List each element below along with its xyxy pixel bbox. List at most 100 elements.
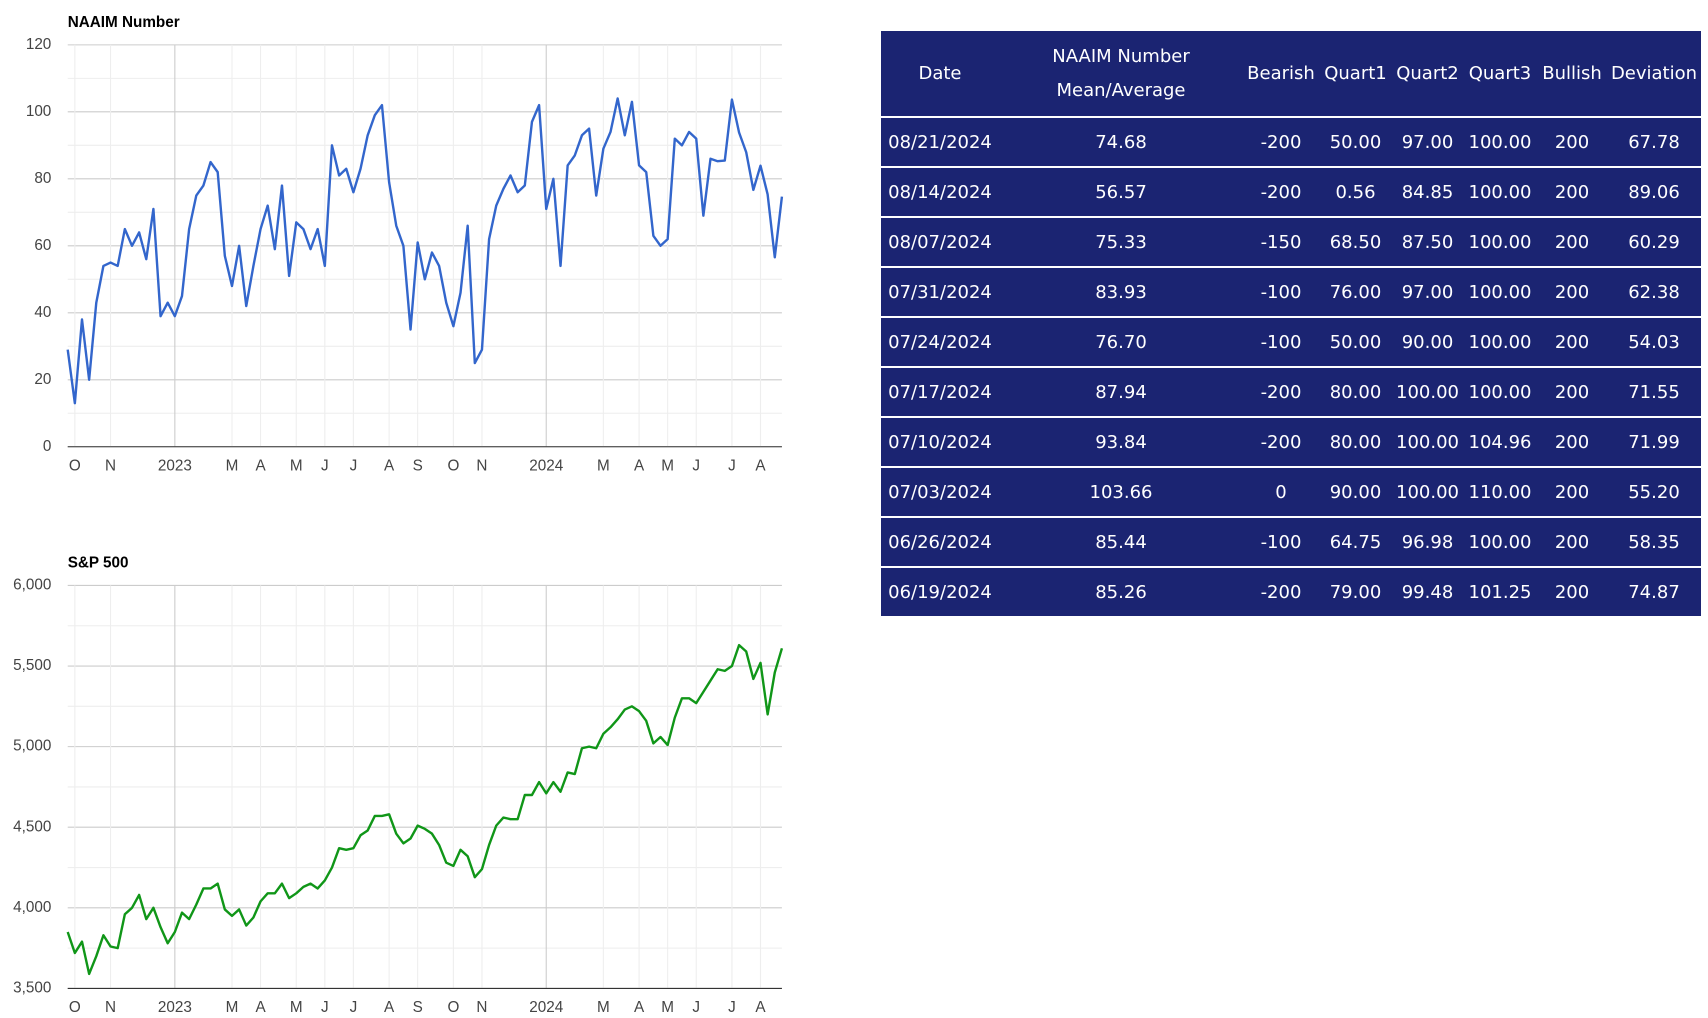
table-cell: 200 — [1537, 566, 1607, 616]
x-tick-label: J — [728, 999, 736, 1016]
column-header: Quart1 — [1324, 62, 1387, 84]
table-cell: 54.03 — [1607, 316, 1701, 367]
x-tick-label: S — [413, 457, 423, 474]
table-cell: 08/07/2024 — [881, 216, 999, 267]
table-cell: 75.33 — [999, 216, 1243, 267]
x-tick-label: A — [634, 999, 645, 1016]
table-cell: 71.99 — [1607, 416, 1701, 467]
column-header: Bearish — [1247, 62, 1315, 84]
table-cell: 06/19/2024 — [881, 566, 999, 616]
table-cell: 200 — [1537, 266, 1607, 317]
table-cell: -200 — [1243, 416, 1319, 467]
table-cell: 56.57 — [999, 166, 1243, 217]
table-cell: -200 — [1243, 166, 1319, 217]
x-tick-label: A — [255, 457, 266, 474]
column-header: Date — [918, 62, 962, 84]
column-header: Quart2 — [1396, 62, 1459, 84]
table-cell: 07/10/2024 — [881, 416, 999, 467]
column-header: Bullish — [1542, 62, 1602, 84]
table-cell: 50.00 — [1319, 116, 1392, 167]
table-cell: -150 — [1243, 216, 1319, 267]
y-tick-label: 120 — [26, 36, 51, 53]
x-tick-label: S — [413, 999, 423, 1016]
x-tick-label: N — [105, 457, 116, 474]
y-tick-label: 5,000 — [13, 738, 51, 755]
naaim-table: Date NAAIM Number Mean/Average Bearish Quar… — [881, 31, 1701, 616]
y-tick-label: 20 — [34, 371, 51, 388]
x-tick-label: O — [447, 999, 459, 1016]
y-tick-label: 0 — [43, 438, 52, 455]
table-cell: 100.00 — [1392, 366, 1463, 417]
x-tick-label: M — [597, 457, 610, 474]
table-cell: 100.00 — [1463, 366, 1537, 417]
y-tick-label: 4,500 — [13, 818, 51, 835]
table-row: 07/10/2024 93.84 -200 80.00 100.00 104.96 200 7… — [881, 416, 1701, 467]
x-tick-label: M — [226, 999, 239, 1016]
table-row: 06/19/2024 85.26 -200 79.00 99.48 101.25 200 74… — [881, 566, 1701, 616]
table-cell: 85.44 — [999, 516, 1243, 567]
table-cell: 79.00 — [1319, 566, 1392, 616]
x-tick-label: N — [476, 457, 487, 474]
x-tick-label: J — [692, 999, 700, 1016]
table-cell: 96.98 — [1392, 516, 1463, 567]
table-cell: 80.00 — [1319, 366, 1392, 417]
table-cell: 83.93 — [999, 266, 1243, 317]
header-row: Date NAAIM Number Mean/Average Bearish Quar… — [881, 31, 1701, 117]
table-cell: -200 — [1243, 366, 1319, 417]
x-tick-label: A — [755, 999, 766, 1016]
y-tick-label: 100 — [26, 103, 51, 120]
x-tick-label: M — [290, 457, 303, 474]
chart-title: NAAIM Number — [68, 14, 180, 31]
x-tick-label: A — [384, 999, 395, 1016]
x-tick-label: O — [69, 457, 81, 474]
x-tick-label: N — [476, 999, 487, 1016]
y-tick-label: 5,500 — [13, 657, 51, 674]
x-tick-label: 2024 — [529, 999, 563, 1016]
x-tick-label: J — [321, 999, 329, 1016]
x-tick-label: A — [634, 457, 645, 474]
x-tick-label: O — [69, 999, 81, 1016]
table-cell: 74.87 — [1607, 566, 1701, 616]
table-cell: -100 — [1243, 316, 1319, 367]
table-cell: 100.00 — [1463, 516, 1537, 567]
chart-title: S&P 500 — [68, 555, 129, 572]
table-cell: 200 — [1537, 316, 1607, 367]
x-tick-label: 2023 — [158, 457, 192, 474]
table-cell: 97.00 — [1392, 266, 1463, 317]
column-header: NAAIM Number Mean/Average — [1052, 45, 1190, 101]
x-tick-label: A — [255, 999, 266, 1016]
column-header: Deviation — [1610, 62, 1698, 84]
x-tick-label: J — [350, 457, 358, 474]
table-cell: 87.94 — [999, 366, 1243, 417]
table-cell: -100 — [1243, 266, 1319, 317]
y-tick-label: 80 — [34, 170, 51, 187]
table-cell: 103.66 — [999, 466, 1243, 517]
table-cell: 07/24/2024 — [881, 316, 999, 367]
x-tick-label: 2023 — [158, 999, 192, 1016]
table-cell: 89.06 — [1607, 166, 1701, 217]
table-cell: 07/31/2024 — [881, 266, 999, 317]
table-cell: 0.56 — [1319, 166, 1392, 217]
table-cell: 93.84 — [999, 416, 1243, 467]
table-row: 08/14/2024 56.57 -200 0.56 84.85 100.00 200 89.… — [881, 166, 1701, 217]
x-tick-label: M — [597, 999, 610, 1016]
line-series — [66, 97, 784, 405]
table-cell: 76.70 — [999, 316, 1243, 367]
line-series — [66, 643, 784, 976]
table-cell: 200 — [1537, 366, 1607, 417]
table-cell: 200 — [1537, 216, 1607, 267]
table-cell: 07/03/2024 — [881, 466, 999, 517]
table-cell: 90.00 — [1319, 466, 1392, 517]
y-tick-label: 60 — [34, 237, 51, 254]
x-tick-label: M — [661, 999, 674, 1016]
table-cell: 200 — [1537, 416, 1607, 467]
table-cell: 71.55 — [1607, 366, 1701, 417]
table-cell: 80.00 — [1319, 416, 1392, 467]
table-cell: 76.00 — [1319, 266, 1392, 317]
x-tick-label: M — [661, 457, 674, 474]
table-cell: 68.50 — [1319, 216, 1392, 267]
table-row: 07/03/2024 103.66 0 90.00 100.00 110.00 200 55.… — [881, 466, 1701, 517]
table-cell: 110.00 — [1463, 466, 1537, 517]
table-cell: 74.68 — [999, 116, 1243, 167]
